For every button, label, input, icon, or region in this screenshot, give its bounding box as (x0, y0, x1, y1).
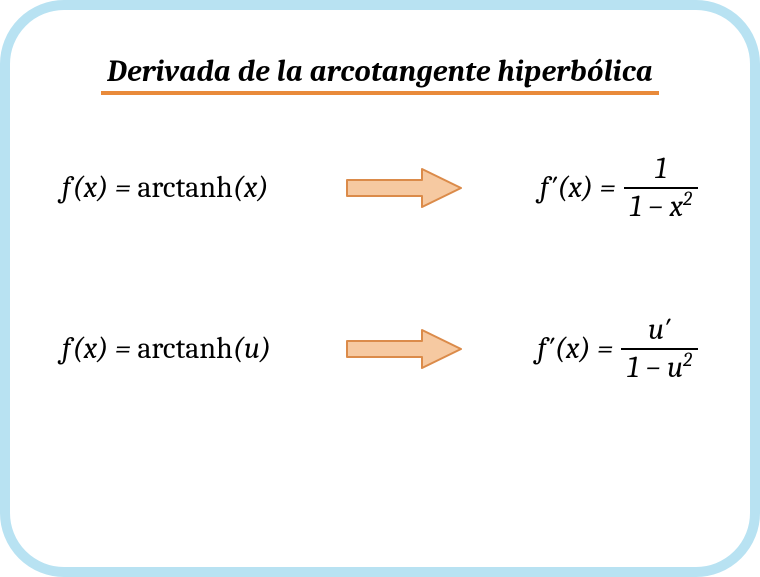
right-arrow-icon (344, 166, 464, 210)
fn-letter: f (540, 170, 549, 205)
fn-arg: x (566, 331, 579, 366)
formula-row: f(x) = arctanh(u) f′(x) = u′ 1 − u2 (62, 312, 698, 385)
formula-rows: f(x) = arctanh(x) f′(x) = 1 1 − x2 f(x) … (62, 151, 698, 385)
inner-arg: u (244, 331, 260, 366)
numerator: u′ (642, 312, 677, 348)
den-prefix: 1 − (627, 350, 667, 385)
den-var: u (667, 350, 683, 385)
formula-card: Derivada de la arcotangente hiperbólica … (0, 0, 760, 577)
rhs-expression: f′(x) = u′ 1 − u2 (537, 312, 698, 385)
den-prefix: 1 − (630, 189, 670, 224)
den-exp: 2 (683, 348, 692, 371)
denominator: 1 − x2 (624, 189, 698, 225)
lhs-expression: f(x) = arctanh(u) (62, 331, 271, 366)
numerator: 1 (649, 151, 673, 187)
operator: arctanh (137, 331, 232, 366)
card-title: Derivada de la arcotangente hiperbólica (101, 54, 659, 95)
den-var: x (670, 189, 683, 224)
rhs-expression: f′(x) = 1 1 − x2 (540, 151, 698, 224)
fn-arg: x (84, 331, 97, 366)
fn-arg: x (84, 170, 97, 205)
lhs-expression: f(x) = arctanh(x) (62, 170, 269, 205)
fn-arg: x (568, 170, 581, 205)
den-exp: 2 (683, 187, 692, 210)
fn-letter: f (62, 170, 71, 205)
arrow-icon (344, 327, 464, 371)
fraction: u′ 1 − u2 (621, 312, 698, 385)
operator: arctanh (137, 170, 232, 205)
fn-letter: f (537, 331, 546, 366)
denominator: 1 − u2 (621, 350, 698, 386)
formula-row: f(x) = arctanh(x) f′(x) = 1 1 − x2 (62, 151, 698, 224)
arrow-icon (344, 166, 464, 210)
right-arrow-icon (344, 327, 464, 371)
inner-arg: x (244, 170, 257, 205)
fn-letter: f (62, 331, 71, 366)
fraction: 1 1 − x2 (624, 151, 698, 224)
